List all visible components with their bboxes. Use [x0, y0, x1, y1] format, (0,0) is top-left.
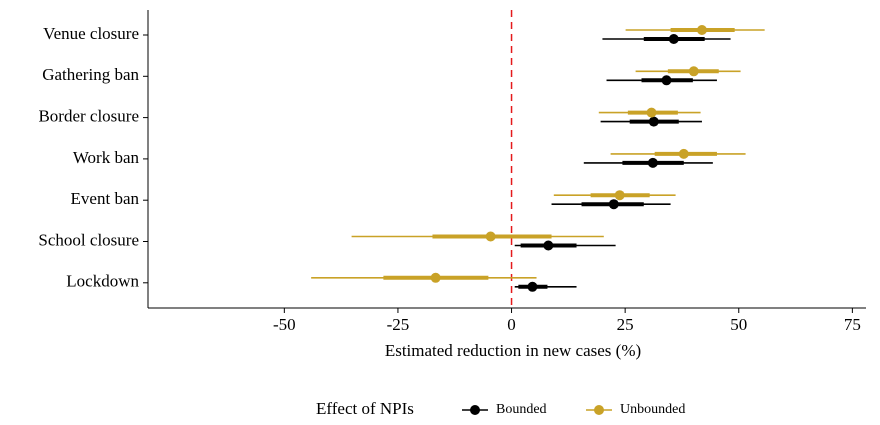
x-tick-label: -50 — [273, 315, 296, 334]
point — [668, 34, 679, 44]
y-tick-label: Border closure — [38, 107, 139, 126]
legend-marker — [594, 405, 604, 415]
y-tick-label: Venue closure — [43, 24, 139, 43]
point — [614, 190, 625, 201]
legend-title: Effect of NPIs — [316, 399, 414, 418]
point — [527, 281, 538, 292]
point — [648, 116, 659, 127]
point — [646, 107, 657, 118]
x-tick-label: -25 — [387, 315, 410, 334]
point — [608, 199, 619, 210]
y-tick-label: Lockdown — [66, 272, 139, 291]
legend-label: Unbounded — [620, 402, 685, 417]
y-tick-label: Gathering ban — [42, 65, 139, 84]
point — [696, 25, 707, 35]
x-tick-label: 0 — [507, 315, 516, 334]
point — [688, 66, 699, 77]
x-tick-label: 25 — [617, 315, 634, 334]
legend-marker — [470, 405, 480, 415]
x-tick-label: 75 — [844, 315, 861, 334]
y-tick-label: Event ban — [71, 189, 140, 208]
y-tick-label: School closure — [38, 230, 139, 249]
legend-label: Bounded — [496, 402, 547, 417]
point — [430, 272, 441, 283]
x-axis-title: Estimated reduction in new cases (%) — [385, 341, 641, 360]
point — [678, 148, 689, 159]
point — [485, 231, 496, 242]
x-tick-label: 50 — [730, 315, 747, 334]
y-tick-label: Work ban — [73, 148, 140, 167]
point — [661, 75, 672, 86]
point — [543, 240, 554, 251]
point — [647, 157, 658, 168]
